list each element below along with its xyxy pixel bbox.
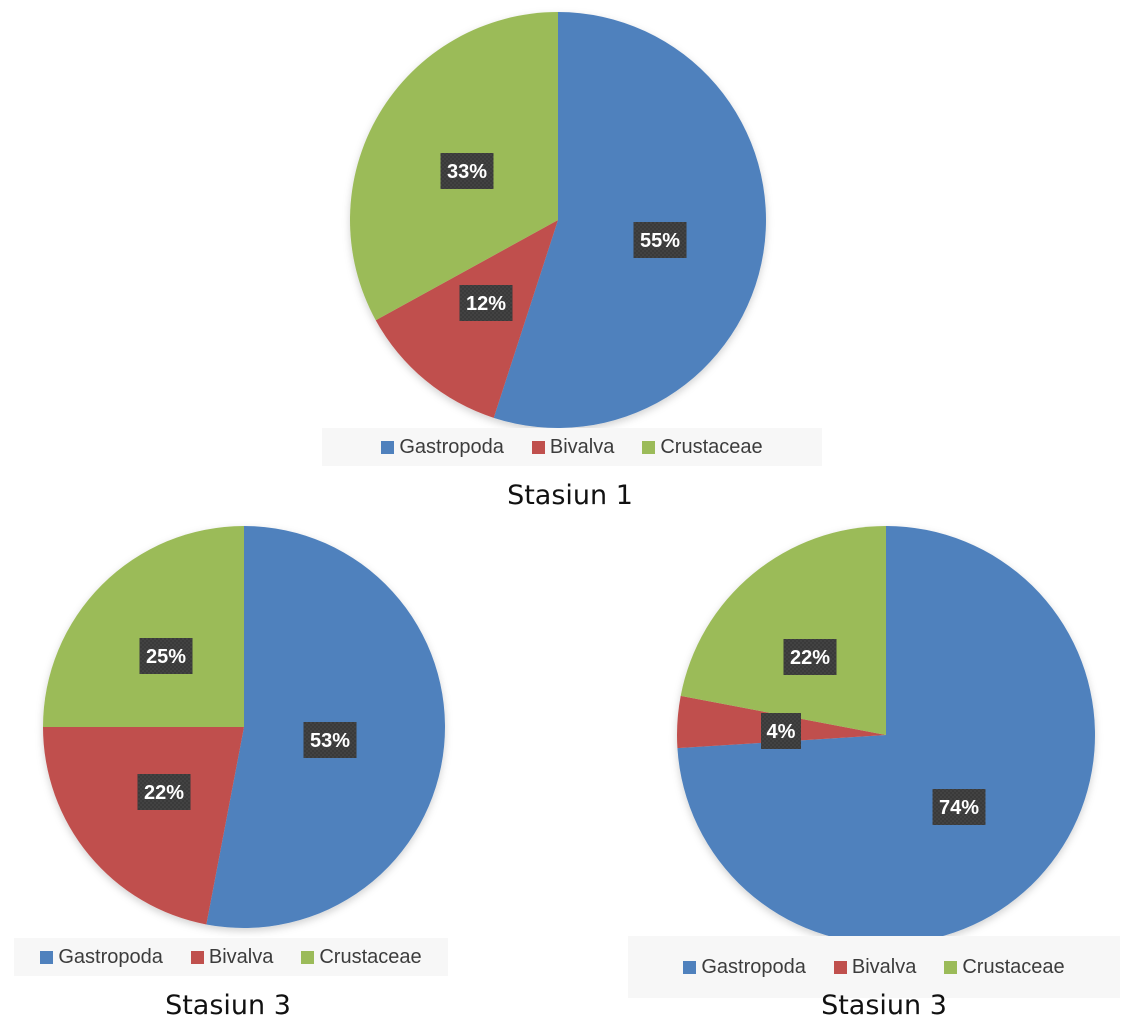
legend-label: Gastropoda — [58, 945, 163, 968]
pie-slice-gastropoda — [677, 526, 1095, 944]
data-label-bivalva: 22% — [137, 774, 191, 810]
legend-item-bivalva: Bivalva — [190, 945, 274, 969]
legend-label: Bivalva — [851, 955, 917, 978]
data-label-gastropoda: 74% — [932, 789, 986, 825]
caption-chart-1: Stasiun 1 — [507, 480, 633, 511]
legend-label: Crustaceae — [660, 435, 763, 458]
data-label-bg — [761, 713, 801, 749]
data-label-text: 22% — [790, 647, 830, 669]
legend-swatch-bivalva — [190, 950, 204, 964]
data-label-bivalva: 4% — [761, 713, 801, 749]
legend-swatch-crustaceae — [944, 960, 958, 974]
data-label-bivalva: 12% — [459, 285, 513, 321]
data-label-bg — [440, 153, 494, 189]
legend-chart-3: Gastropoda Bivalva Crustaceae — [628, 936, 1120, 998]
legend-label: Crustaceae — [962, 955, 1065, 978]
data-label-bg — [932, 789, 986, 825]
pie-slice-gastropoda — [493, 12, 766, 428]
legend-label: Crustaceae — [319, 945, 422, 968]
legend-swatch-crustaceae — [642, 440, 656, 454]
legend-item-crustaceae: Crustaceae — [944, 955, 1065, 979]
legend-item-gastropoda: Gastropoda — [40, 946, 163, 969]
pie-slice-crustaceae — [680, 526, 886, 735]
legend-chart-2: Gastropoda Bivalva Crustaceae — [14, 938, 448, 976]
legend-item-crustaceae: Crustaceae — [642, 435, 763, 459]
legend-swatch-gastropoda — [381, 440, 395, 454]
pie-slice-bivalva — [43, 727, 244, 925]
data-label-text: 53% — [310, 730, 350, 752]
data-label-crustaceae: 33% — [440, 153, 494, 189]
data-label-text: 55% — [640, 230, 680, 252]
data-label-text: 33% — [447, 161, 487, 183]
data-label-text: 12% — [466, 293, 506, 315]
data-label-bg — [303, 722, 357, 758]
pie-chart-2 — [43, 526, 446, 928]
legend-label: Gastropoda — [701, 955, 806, 978]
data-label-text: 74% — [939, 797, 979, 819]
caption-chart-3: Stasiun 3 — [821, 990, 947, 1021]
legend-label: Bivalva — [549, 435, 615, 458]
data-label-gastropoda: 53% — [303, 722, 357, 758]
legend-swatch-crustaceae — [301, 950, 315, 964]
legend-item-bivalva: Bivalva — [531, 435, 615, 459]
data-label-text: 25% — [146, 646, 186, 668]
legend-swatch-bivalva — [531, 440, 545, 454]
legend-item-bivalva: Bivalva — [833, 955, 917, 979]
legend-label: Bivalva — [208, 945, 274, 968]
data-label-text: 4% — [767, 721, 796, 743]
pie-chart-3 — [677, 526, 1095, 944]
data-label-bg — [633, 222, 687, 258]
legend-swatch-gastropoda — [683, 960, 697, 974]
data-label-gastropoda: 55% — [633, 222, 687, 258]
data-label-bg — [139, 638, 193, 674]
data-label-crustaceae: 25% — [139, 638, 193, 674]
pie-chart-1 — [350, 12, 766, 428]
data-label-text: 22% — [144, 782, 184, 804]
legend-chart-1: Gastropoda Bivalva Crustaceae — [322, 428, 822, 466]
legend-swatch-bivalva — [833, 960, 847, 974]
data-label-bg — [137, 774, 191, 810]
pie-slice-crustaceae — [43, 526, 244, 727]
data-label-bg — [459, 285, 513, 321]
legend-label: Gastropoda — [399, 435, 504, 458]
data-label-bg — [783, 639, 837, 675]
legend-item-gastropoda: Gastropoda — [381, 436, 504, 459]
caption-chart-2: Stasiun 3 — [165, 990, 291, 1021]
data-label-crustaceae: 22% — [783, 639, 837, 675]
legend-swatch-gastropoda — [40, 950, 54, 964]
legend-item-gastropoda: Gastropoda — [683, 956, 806, 979]
legend-item-crustaceae: Crustaceae — [301, 945, 422, 969]
